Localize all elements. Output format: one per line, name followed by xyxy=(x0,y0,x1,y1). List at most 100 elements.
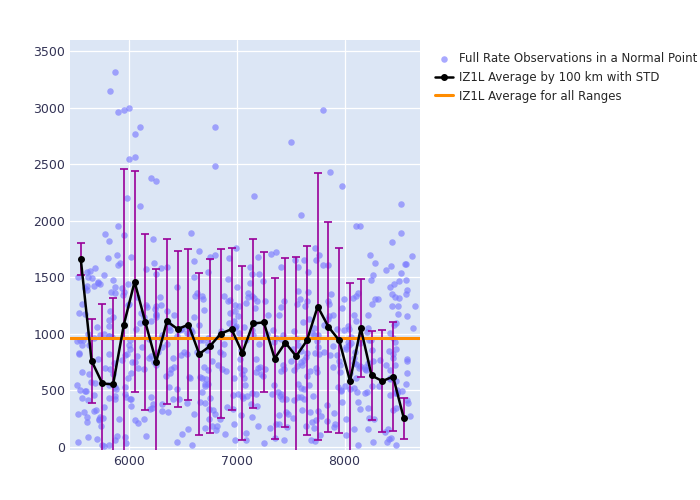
Full Rate Observations in a Normal Point xyxy=(81,406,92,414)
Full Rate Observations in a Normal Point xyxy=(367,434,378,442)
Full Rate Observations in a Normal Point xyxy=(285,395,296,403)
Full Rate Observations in a Normal Point xyxy=(322,304,333,312)
Full Rate Observations in a Normal Point xyxy=(364,269,375,277)
Full Rate Observations in a Normal Point xyxy=(313,278,324,286)
Full Rate Observations in a Normal Point xyxy=(124,154,135,162)
Full Rate Observations in a Normal Point xyxy=(393,292,405,300)
Full Rate Observations in a Normal Point xyxy=(98,358,109,366)
Full Rate Observations in a Normal Point xyxy=(89,261,100,269)
Full Rate Observations in a Normal Point xyxy=(177,429,188,437)
Full Rate Observations in a Normal Point xyxy=(83,430,94,438)
Full Rate Observations in a Normal Point xyxy=(175,326,186,334)
Full Rate Observations in a Normal Point xyxy=(323,245,334,253)
Full Rate Observations in a Normal Point xyxy=(368,360,379,368)
Full Rate Observations in a Normal Point xyxy=(108,298,120,306)
Full Rate Observations in a Normal Point xyxy=(334,373,345,381)
Full Rate Observations in a Normal Point xyxy=(169,430,181,438)
Full Rate Observations in a Normal Point xyxy=(337,298,349,306)
Full Rate Observations in a Normal Point xyxy=(231,254,242,262)
Full Rate Observations in a Normal Point xyxy=(150,375,161,383)
Full Rate Observations in a Normal Point xyxy=(138,342,149,350)
Full Rate Observations in a Normal Point xyxy=(212,371,223,379)
Full Rate Observations in a Normal Point xyxy=(195,358,206,366)
Full Rate Observations in a Normal Point xyxy=(134,360,145,368)
Full Rate Observations in a Normal Point xyxy=(395,435,407,443)
Full Rate Observations in a Normal Point xyxy=(164,408,176,416)
Full Rate Observations in a Normal Point xyxy=(338,407,349,415)
Full Rate Observations in a Normal Point xyxy=(249,348,260,356)
Full Rate Observations in a Normal Point xyxy=(304,358,315,366)
Line: IZ1L Average by 100 km with STD: IZ1L Average by 100 km with STD xyxy=(78,256,407,421)
Full Rate Observations in a Normal Point xyxy=(185,404,196,411)
Full Rate Observations in a Normal Point xyxy=(118,233,130,241)
Full Rate Observations in a Normal Point xyxy=(336,434,347,442)
Full Rate Observations in a Normal Point xyxy=(100,108,111,116)
Full Rate Observations in a Normal Point xyxy=(323,418,335,426)
Full Rate Observations in a Normal Point xyxy=(286,392,297,400)
Full Rate Observations in a Normal Point xyxy=(71,404,83,411)
Full Rate Observations in a Normal Point xyxy=(286,238,297,246)
Full Rate Observations in a Normal Point xyxy=(89,427,100,435)
Full Rate Observations in a Normal Point xyxy=(332,352,344,360)
Full Rate Observations in a Normal Point xyxy=(157,348,168,356)
Full Rate Observations in a Normal Point xyxy=(300,412,311,420)
Full Rate Observations in a Normal Point xyxy=(114,387,125,395)
Full Rate Observations in a Normal Point xyxy=(307,274,318,282)
Full Rate Observations in a Normal Point xyxy=(367,314,378,322)
Full Rate Observations in a Normal Point xyxy=(134,317,145,325)
Full Rate Observations in a Normal Point xyxy=(158,318,169,326)
Full Rate Observations in a Normal Point xyxy=(354,326,365,334)
Full Rate Observations in a Normal Point xyxy=(188,377,199,385)
Full Rate Observations in a Normal Point xyxy=(207,265,218,273)
Full Rate Observations in a Normal Point xyxy=(339,430,350,438)
Full Rate Observations in a Normal Point xyxy=(206,425,218,433)
Full Rate Observations in a Normal Point xyxy=(211,204,223,212)
Full Rate Observations in a Normal Point xyxy=(384,366,395,374)
Full Rate Observations in a Normal Point xyxy=(153,370,164,378)
Full Rate Observations in a Normal Point xyxy=(178,410,189,418)
Full Rate Observations in a Normal Point xyxy=(306,249,317,257)
Full Rate Observations in a Normal Point xyxy=(297,432,308,440)
Full Rate Observations in a Normal Point xyxy=(150,230,162,237)
Full Rate Observations in a Normal Point xyxy=(88,400,99,408)
Full Rate Observations in a Normal Point xyxy=(318,106,329,114)
Full Rate Observations in a Normal Point xyxy=(104,421,115,429)
IZ1L Average by 100 km with STD xyxy=(76,256,85,262)
Full Rate Observations in a Normal Point xyxy=(253,258,265,266)
Full Rate Observations in a Normal Point xyxy=(369,418,380,426)
Full Rate Observations in a Normal Point xyxy=(382,427,393,435)
Full Rate Observations in a Normal Point xyxy=(155,386,166,394)
Full Rate Observations in a Normal Point xyxy=(302,370,313,378)
Full Rate Observations in a Normal Point xyxy=(387,318,398,326)
IZ1L Average by 100 km with STD xyxy=(389,374,398,380)
Full Rate Observations in a Normal Point xyxy=(160,321,172,329)
Full Rate Observations in a Normal Point xyxy=(233,340,244,348)
Full Rate Observations in a Normal Point xyxy=(326,282,337,290)
Full Rate Observations in a Normal Point xyxy=(293,410,304,418)
Full Rate Observations in a Normal Point xyxy=(382,430,393,438)
Full Rate Observations in a Normal Point xyxy=(389,324,400,332)
Full Rate Observations in a Normal Point xyxy=(283,314,294,322)
Full Rate Observations in a Normal Point xyxy=(172,435,183,443)
Full Rate Observations in a Normal Point xyxy=(134,338,145,346)
Full Rate Observations in a Normal Point xyxy=(73,326,84,334)
Full Rate Observations in a Normal Point xyxy=(321,400,332,408)
Full Rate Observations in a Normal Point xyxy=(103,278,114,286)
Full Rate Observations in a Normal Point xyxy=(218,302,229,310)
Full Rate Observations in a Normal Point xyxy=(268,415,279,423)
Full Rate Observations in a Normal Point xyxy=(195,306,206,314)
Full Rate Observations in a Normal Point xyxy=(92,270,103,278)
Full Rate Observations in a Normal Point xyxy=(279,384,290,392)
Full Rate Observations in a Normal Point xyxy=(264,360,275,368)
Full Rate Observations in a Normal Point xyxy=(342,282,353,290)
Full Rate Observations in a Normal Point xyxy=(227,295,238,303)
Full Rate Observations in a Normal Point xyxy=(302,432,313,440)
Full Rate Observations in a Normal Point xyxy=(364,290,375,298)
Full Rate Observations in a Normal Point xyxy=(206,366,218,374)
Full Rate Observations in a Normal Point xyxy=(274,384,286,392)
Full Rate Observations in a Normal Point xyxy=(98,424,109,432)
Full Rate Observations in a Normal Point xyxy=(379,410,390,418)
Full Rate Observations in a Normal Point xyxy=(267,308,278,316)
Full Rate Observations in a Normal Point xyxy=(406,306,417,314)
Full Rate Observations in a Normal Point xyxy=(349,442,360,450)
